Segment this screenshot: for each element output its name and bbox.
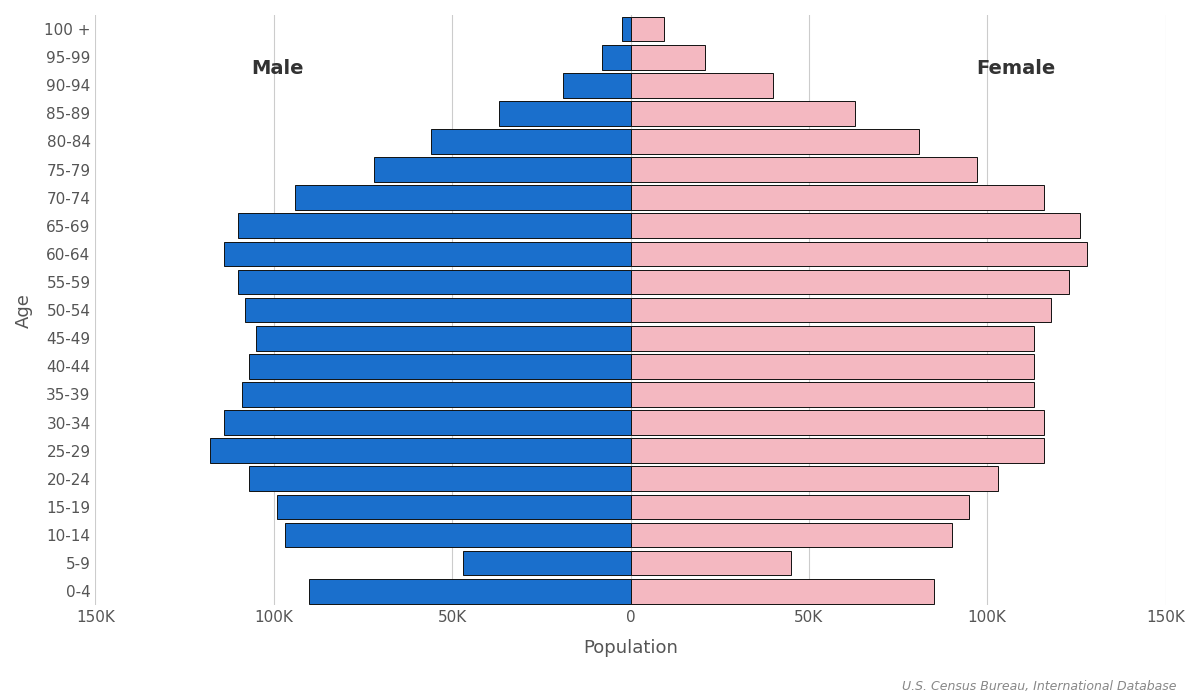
Bar [248,354,630,379]
Bar [630,466,998,491]
Bar [630,494,970,519]
Bar [630,270,1069,295]
Bar [241,382,630,407]
Bar [210,438,630,463]
Bar [630,214,1080,238]
Bar [224,241,630,266]
Bar [630,101,856,126]
Bar [630,73,773,97]
Bar [630,438,1044,463]
Bar [463,551,630,575]
Bar [630,298,1051,323]
Bar [630,158,977,182]
Bar [602,45,630,69]
Bar [256,326,630,351]
Text: U.S. Census Bureau, International Database: U.S. Census Bureau, International Databa… [901,680,1176,693]
Bar [498,101,630,126]
Bar [622,17,630,41]
Text: Female: Female [976,59,1055,78]
Bar [630,129,919,154]
Bar [248,466,630,491]
Bar [277,494,630,519]
Bar [630,326,1033,351]
Bar [238,214,630,238]
Bar [431,129,630,154]
Bar [295,186,630,210]
Bar [373,158,630,182]
Bar [310,579,630,603]
Bar [630,523,952,547]
Bar [630,410,1044,435]
Bar [630,579,934,603]
Bar [630,45,706,69]
Y-axis label: Age: Age [14,293,34,328]
Bar [630,551,791,575]
Bar [238,270,630,295]
Bar [245,298,630,323]
Bar [630,354,1033,379]
Bar [630,186,1044,210]
X-axis label: Population: Population [583,639,678,657]
Bar [630,17,665,41]
Bar [630,382,1033,407]
Text: Male: Male [251,59,304,78]
Bar [224,410,630,435]
Bar [563,73,630,97]
Bar [630,241,1087,266]
Bar [284,523,630,547]
